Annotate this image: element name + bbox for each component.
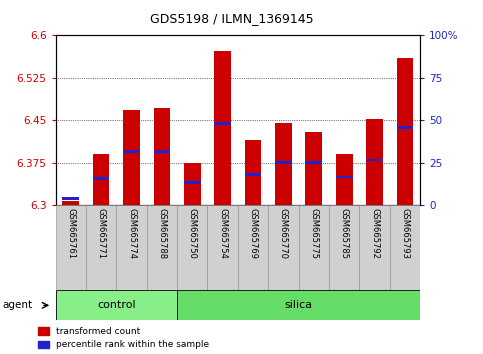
Bar	[123, 110, 140, 205]
FancyBboxPatch shape	[298, 205, 329, 290]
Text: GSM665775: GSM665775	[309, 208, 318, 259]
Bar	[62, 201, 79, 205]
FancyBboxPatch shape	[56, 205, 86, 290]
Bar	[397, 58, 413, 205]
FancyBboxPatch shape	[359, 205, 390, 290]
Bar	[366, 159, 383, 161]
Bar	[275, 161, 292, 164]
FancyBboxPatch shape	[268, 205, 298, 290]
Text: GSM665754: GSM665754	[218, 208, 227, 259]
Bar	[397, 126, 413, 129]
FancyBboxPatch shape	[147, 205, 177, 290]
Text: GSM665774: GSM665774	[127, 208, 136, 259]
Bar	[214, 51, 231, 205]
Text: GDS5198 / ILMN_1369145: GDS5198 / ILMN_1369145	[150, 12, 313, 25]
FancyBboxPatch shape	[238, 205, 268, 290]
Text: GSM665761: GSM665761	[66, 208, 75, 259]
Bar	[336, 154, 353, 205]
Bar	[123, 150, 140, 153]
FancyBboxPatch shape	[86, 205, 116, 290]
Text: GSM665750: GSM665750	[188, 208, 197, 259]
Bar	[275, 123, 292, 205]
FancyBboxPatch shape	[208, 205, 238, 290]
Bar	[93, 177, 110, 179]
Text: GSM665770: GSM665770	[279, 208, 288, 259]
Bar	[245, 173, 261, 176]
FancyBboxPatch shape	[177, 205, 208, 290]
Bar	[184, 181, 200, 184]
Bar	[214, 122, 231, 125]
Text: control: control	[97, 300, 136, 310]
Bar	[305, 161, 322, 164]
FancyBboxPatch shape	[56, 290, 177, 320]
Bar	[184, 163, 200, 205]
Text: GSM665769: GSM665769	[249, 208, 257, 259]
FancyBboxPatch shape	[116, 205, 147, 290]
Text: GSM665793: GSM665793	[400, 208, 410, 259]
Text: silica: silica	[284, 300, 313, 310]
Bar	[93, 154, 110, 205]
FancyBboxPatch shape	[390, 205, 420, 290]
Legend: transformed count, percentile rank within the sample: transformed count, percentile rank withi…	[38, 327, 210, 349]
Bar	[154, 108, 170, 205]
Bar	[62, 197, 79, 200]
FancyBboxPatch shape	[177, 290, 420, 320]
Bar	[154, 150, 170, 153]
Bar	[305, 132, 322, 205]
Text: GSM665788: GSM665788	[157, 208, 167, 259]
Bar	[336, 176, 353, 178]
Text: agent: agent	[2, 300, 32, 310]
Bar	[366, 119, 383, 205]
Bar	[245, 140, 261, 205]
Text: GSM665785: GSM665785	[340, 208, 349, 259]
FancyBboxPatch shape	[329, 205, 359, 290]
Text: GSM665792: GSM665792	[370, 208, 379, 259]
Text: GSM665771: GSM665771	[97, 208, 106, 259]
